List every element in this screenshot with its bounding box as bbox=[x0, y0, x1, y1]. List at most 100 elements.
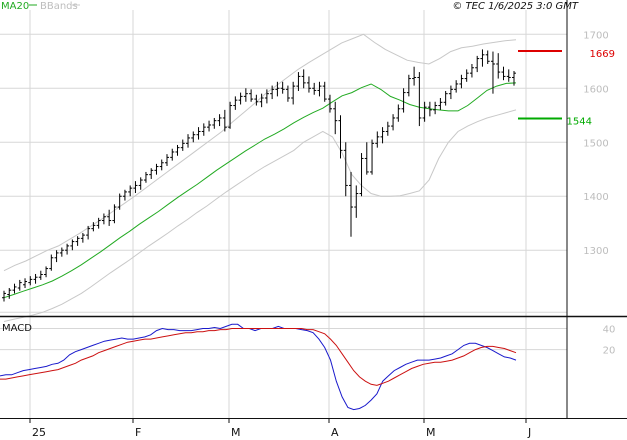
ohlc-bar bbox=[433, 101, 438, 115]
ohlc-bar bbox=[175, 144, 180, 156]
ohlc-bar bbox=[464, 69, 469, 82]
ohlc-bar bbox=[233, 96, 238, 110]
ohlc-bar bbox=[364, 142, 369, 175]
ohlc-bar bbox=[480, 49, 485, 67]
source-stamp: © TEC 1/6/2025 3:0 GMT bbox=[452, 1, 579, 12]
ohlc-bar bbox=[301, 69, 306, 89]
ohlc-bar bbox=[59, 247, 64, 257]
level-label-support: 1544 bbox=[567, 117, 592, 128]
time-tick-label: J bbox=[527, 426, 531, 439]
ohlc-bar bbox=[385, 121, 390, 136]
time-tick-label: M bbox=[231, 426, 241, 439]
ohlc-bar bbox=[501, 66, 506, 81]
ohlc-bar bbox=[159, 159, 164, 171]
ohlc-bar bbox=[49, 254, 54, 271]
ohlc-bar bbox=[33, 273, 38, 284]
ohlc-bar bbox=[180, 139, 185, 151]
ohlc-bar bbox=[343, 142, 348, 197]
ohlc-bar bbox=[333, 101, 338, 135]
ohlc-bar bbox=[317, 81, 322, 97]
ohlc-bar bbox=[17, 279, 22, 291]
price-tick-label: 1300 bbox=[583, 246, 608, 257]
ohlc-bar bbox=[396, 104, 401, 122]
ohlc-bar bbox=[138, 177, 143, 190]
ohlc-bar bbox=[7, 288, 12, 299]
ohlc-bar bbox=[38, 270, 43, 280]
grid bbox=[0, 10, 567, 418]
time-tick-label: A bbox=[331, 426, 339, 439]
ohlc-bar bbox=[454, 80, 459, 93]
ohlc-bar bbox=[133, 181, 138, 193]
ohlc-bar bbox=[412, 66, 417, 86]
frame bbox=[0, 0, 627, 419]
series-band_upper bbox=[3, 33, 517, 272]
ohlc-bar bbox=[422, 101, 427, 122]
price-tick-label: 1700 bbox=[583, 30, 608, 41]
price-bars bbox=[2, 49, 516, 302]
legend-bbands: BBands bbox=[40, 1, 78, 12]
ohlc-bar bbox=[354, 185, 359, 218]
ohlc-bar bbox=[101, 213, 106, 225]
ohlc-bar bbox=[212, 117, 217, 129]
ohlc-bar bbox=[448, 85, 453, 100]
ohlc-bar bbox=[238, 92, 243, 105]
ohlc-bar bbox=[243, 88, 248, 102]
ohlc-bar bbox=[91, 222, 96, 232]
ohlc-bar bbox=[228, 101, 233, 129]
ohlc-bar bbox=[380, 127, 385, 144]
ohlc-bar bbox=[322, 81, 327, 102]
ohlc-bar bbox=[28, 276, 33, 286]
ohlc-bar bbox=[349, 171, 354, 237]
price-tick-label: 1400 bbox=[583, 192, 608, 203]
ohlc-bar bbox=[485, 50, 490, 64]
macd-series-macd bbox=[0, 323, 517, 411]
ohlc-bar bbox=[75, 236, 80, 246]
bollinger-bands bbox=[3, 33, 517, 322]
ohlc-bar bbox=[391, 114, 396, 131]
ohlc-bar bbox=[80, 232, 85, 243]
ohlc-bar bbox=[506, 69, 511, 82]
ma20-line bbox=[3, 82, 517, 299]
ohlc-bar bbox=[86, 225, 91, 240]
levels: 1669 1544 bbox=[518, 49, 615, 128]
series-ma bbox=[3, 82, 517, 299]
ohlc-bar bbox=[275, 81, 280, 97]
axis-ticks: 1300 1400 1500 1600 1700 20 40 25 F M A M J bbox=[29, 30, 616, 439]
ohlc-bar bbox=[459, 74, 464, 89]
ohlc-bar bbox=[170, 148, 175, 161]
ohlc-bar bbox=[12, 283, 17, 294]
ohlc-bar bbox=[44, 266, 49, 278]
series-band_lower bbox=[3, 109, 517, 322]
ohlc-bar bbox=[401, 88, 406, 113]
ohlc-bar bbox=[427, 101, 432, 117]
ohlc-bar bbox=[222, 109, 227, 132]
macd-tick-label: 20 bbox=[603, 346, 616, 357]
ohlc-bar bbox=[312, 82, 317, 95]
ohlc-bar bbox=[23, 278, 28, 289]
ohlc-bar bbox=[112, 204, 117, 224]
time-tick-label: F bbox=[135, 426, 141, 439]
ohlc-bar bbox=[327, 94, 332, 113]
ohlc-bar bbox=[438, 97, 443, 110]
ohlc-bar bbox=[496, 53, 501, 79]
ohlc-bar bbox=[154, 163, 159, 175]
ohlc-bar bbox=[107, 209, 112, 226]
ohlc-bar bbox=[285, 85, 290, 102]
ohlc-bar bbox=[2, 290, 6, 302]
ohlc-bar bbox=[70, 239, 75, 251]
time-tick-label: M bbox=[426, 426, 436, 439]
ohlc-bar bbox=[406, 74, 411, 97]
macd-title: MACD bbox=[2, 323, 32, 334]
ohlc-bar bbox=[54, 250, 59, 263]
ohlc-bar bbox=[249, 89, 254, 102]
ohlc-bar bbox=[469, 63, 474, 78]
macd-series-signal bbox=[0, 328, 517, 386]
ohlc-bar bbox=[254, 94, 259, 106]
ohlc-bar bbox=[375, 131, 380, 148]
ohlc-bar bbox=[149, 168, 154, 179]
ohlc-bar bbox=[264, 89, 269, 104]
ohlc-bar bbox=[370, 139, 375, 175]
ohlc-bar bbox=[490, 51, 495, 94]
ohlc-bar bbox=[296, 72, 301, 91]
ohlc-bar bbox=[186, 134, 191, 148]
